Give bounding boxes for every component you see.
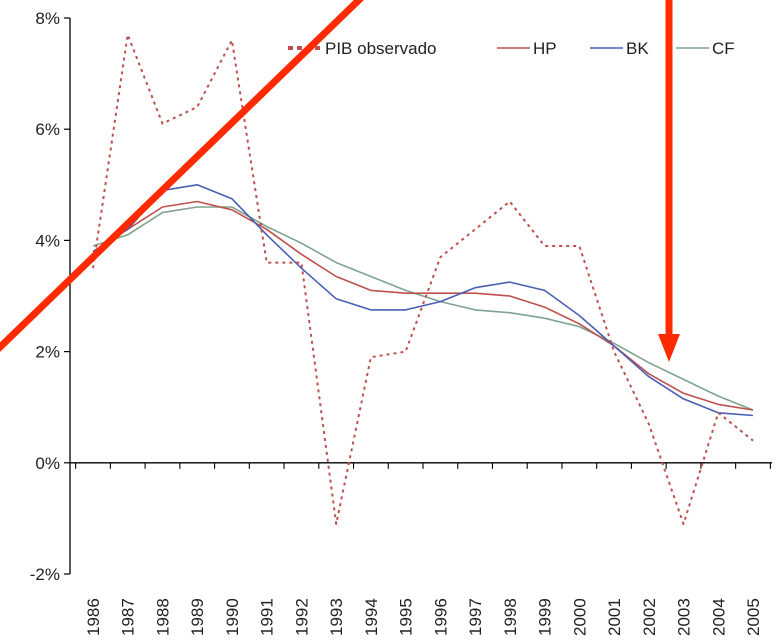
x-tick-label: 1989 — [188, 598, 207, 636]
y-tick-label: 8% — [35, 9, 60, 28]
y-tick-label: 2% — [35, 343, 60, 362]
x-tick-label: 1997 — [466, 598, 485, 636]
y-tick-label: 4% — [35, 231, 60, 250]
series-lines — [92, 33, 754, 525]
y-tick-label: -2% — [30, 565, 60, 584]
axes — [69, 18, 772, 574]
red-arrow-head — [658, 334, 680, 362]
x-tick-label: 1988 — [153, 598, 172, 636]
x-tick-label: 1987 — [119, 598, 138, 636]
annotations — [0, 0, 680, 362]
x-tick-label: 1995 — [397, 598, 416, 636]
y-tick-label: 6% — [35, 120, 60, 139]
x-tick-label: 1996 — [431, 598, 450, 636]
x-tick-label: 2001 — [605, 598, 624, 636]
x-tick-label: 1986 — [84, 598, 103, 636]
series-line-hp — [92, 200, 754, 411]
legend-label: PIB observado — [325, 39, 437, 58]
x-tick-label: 2002 — [640, 598, 659, 636]
series-line-bk — [92, 184, 754, 417]
x-tick-label: 2004 — [709, 598, 728, 636]
x-tick-label: 2003 — [675, 598, 694, 636]
legend-label: HP — [533, 39, 557, 58]
x-tick-label: 2005 — [744, 598, 763, 636]
legend-label: BK — [626, 39, 649, 58]
x-tick-label: 1998 — [501, 598, 520, 636]
x-axis-ticks: 1986 1987 1988 1989 1990 1991 1992 1993 1994 1995… — [75, 462, 771, 636]
red-diagonal-line — [0, 0, 364, 353]
y-axis-ticks: -2% 0% 2% 4% 6% 8% — [30, 9, 70, 584]
x-tick-label: 1992 — [292, 598, 311, 636]
x-tick-label: 1993 — [327, 598, 346, 636]
legend-label: CF — [712, 39, 735, 58]
y-tick-label: 0% — [35, 454, 60, 473]
legend: PIB observado HP BK CF — [288, 39, 735, 58]
x-tick-label: 1991 — [258, 598, 277, 636]
series-line-cf — [92, 206, 754, 411]
x-tick-label: 1999 — [536, 598, 555, 636]
series-line-pib-observado — [92, 33, 754, 525]
x-tick-label: 1994 — [362, 598, 381, 636]
x-tick-label: 1990 — [223, 598, 242, 636]
x-tick-label: 2000 — [570, 598, 589, 636]
